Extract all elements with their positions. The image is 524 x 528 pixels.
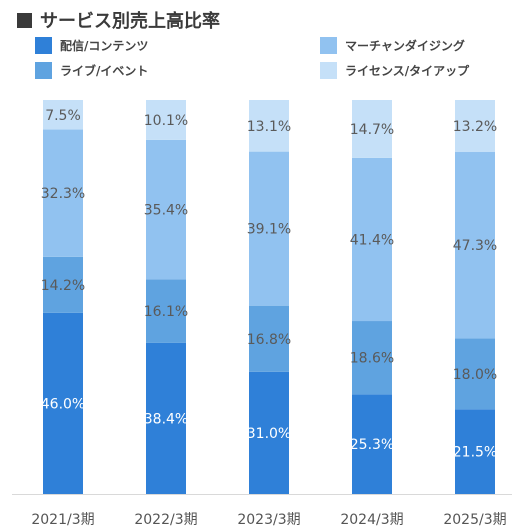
bar-segment xyxy=(43,129,83,257)
bar-segment xyxy=(43,312,83,494)
legend-label: 配信/コンテンツ xyxy=(60,38,149,53)
bar-segment xyxy=(455,100,495,153)
bar-segment xyxy=(146,342,186,494)
data-label: 14.7% xyxy=(350,122,394,138)
legend-label: マーチャンダイジング xyxy=(345,38,465,53)
x-tick-label: 2025/3期 xyxy=(443,512,506,528)
data-label: 21.5% xyxy=(453,445,497,461)
bar-segment xyxy=(455,152,495,339)
bar-segment xyxy=(249,151,289,306)
title-square-icon xyxy=(17,12,32,28)
data-label: 7.5% xyxy=(45,108,81,124)
bar-segment xyxy=(455,409,495,494)
bar-segment xyxy=(146,279,186,343)
bar-segment xyxy=(43,100,83,130)
legend-swatch xyxy=(35,61,52,79)
bar-segment xyxy=(352,321,392,395)
legend-swatch xyxy=(35,36,52,54)
bar-segment xyxy=(352,394,392,494)
bar-segment xyxy=(249,371,289,494)
bar-segment xyxy=(455,338,495,410)
legend-item-license: ライセンス/タイアップ xyxy=(320,60,469,80)
data-label: 16.8% xyxy=(247,332,291,348)
x-tick-label: 2024/3期 xyxy=(340,512,403,528)
data-label: 35.4% xyxy=(144,203,188,219)
data-label: 31.0% xyxy=(247,426,291,442)
data-label: 14.2% xyxy=(41,278,85,294)
legend-item-live: ライブ/イベント xyxy=(35,60,148,80)
x-tick-label: 2023/3期 xyxy=(237,512,300,528)
x-tick-label: 2022/3期 xyxy=(134,512,197,528)
bar-segment xyxy=(352,100,392,158)
legend-item-haishin: 配信/コンテンツ xyxy=(35,35,148,55)
bar-segment xyxy=(146,139,186,280)
legend-swatch xyxy=(320,61,337,79)
data-label: 39.1% xyxy=(247,222,291,238)
bar-segment xyxy=(352,157,392,322)
data-label: 16.1% xyxy=(144,304,188,320)
bar-segment xyxy=(249,100,289,152)
data-label: 41.4% xyxy=(350,232,394,248)
data-label: 18.0% xyxy=(453,367,497,383)
legend-label: ライブ/イベント xyxy=(60,63,149,78)
bar-segment xyxy=(146,100,186,140)
legend-item-merch: マーチャンダイジング xyxy=(320,35,465,55)
data-label: 46.0% xyxy=(41,396,85,412)
data-label: 13.1% xyxy=(247,119,291,135)
chart-title: サービス別売上高比率 xyxy=(40,11,220,32)
data-label: 10.1% xyxy=(144,113,188,129)
data-label: 38.4% xyxy=(144,411,188,427)
x-tick-label: 2021/3期 xyxy=(31,512,94,528)
data-label: 47.3% xyxy=(453,238,497,254)
bar-segment xyxy=(43,256,83,313)
legend-label: ライセンス/タイアップ xyxy=(345,63,470,78)
data-label: 32.3% xyxy=(41,186,85,202)
chart-title-block: サービス別売上高比率 xyxy=(17,7,220,33)
bar-segment xyxy=(249,305,289,372)
data-label: 18.6% xyxy=(350,351,394,367)
legend-swatch xyxy=(320,36,337,54)
data-label: 25.3% xyxy=(350,437,394,453)
data-label: 13.2% xyxy=(453,119,497,135)
